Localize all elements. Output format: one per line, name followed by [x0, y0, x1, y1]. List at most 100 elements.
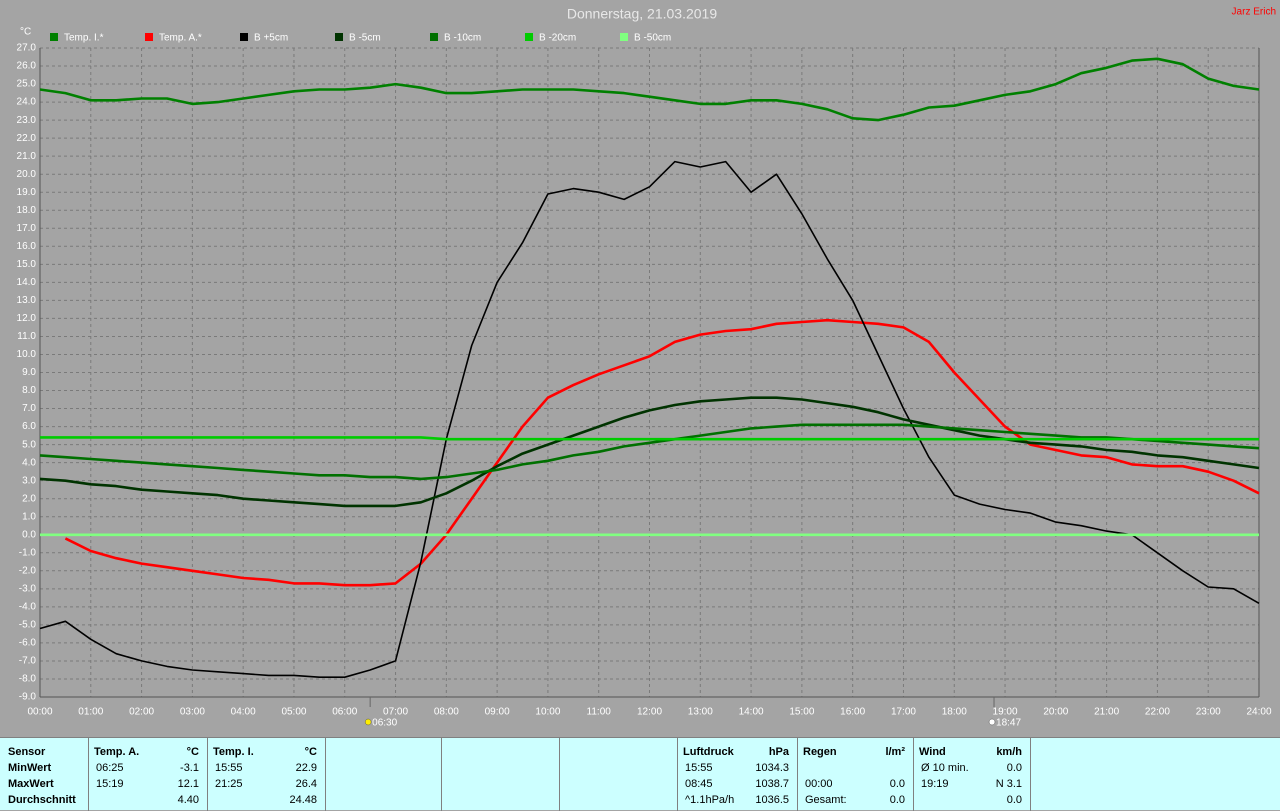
x-tick-label: 12:00: [637, 707, 662, 718]
group-unit: °C: [304, 746, 317, 758]
column-border: [0, 738, 798, 811]
column-border: [0, 738, 208, 811]
cell-value: 4.40: [177, 794, 199, 806]
x-tick-label: 22:00: [1145, 707, 1170, 718]
y-tick-label: -5.0: [19, 620, 37, 631]
column-border: [0, 738, 914, 811]
series-line: [40, 436, 1259, 441]
sun-icon: [364, 718, 372, 726]
x-tick-label: 00:00: [27, 707, 52, 718]
group-header: Regen: [803, 746, 837, 758]
y-tick-label: 21.0: [17, 151, 37, 162]
group-unit: l/m²: [885, 746, 905, 758]
x-tick-label: 08:00: [434, 707, 459, 718]
y-tick-label: -6.0: [19, 638, 37, 649]
y-tick-label: -3.0: [19, 583, 37, 594]
series-line: [64, 318, 1260, 587]
x-tick-label: 14:00: [739, 707, 764, 718]
legend-swatch: [240, 33, 248, 41]
y-tick-label: 8.0: [22, 385, 36, 396]
x-tick-label: 16:00: [840, 707, 865, 718]
cell-time: 19:19: [921, 778, 949, 790]
y-tick-label: 22.0: [17, 133, 37, 144]
cell-time: 15:19: [96, 778, 124, 790]
cell-value: 0.0: [889, 794, 905, 806]
column-border: [0, 738, 442, 811]
series-line: [39, 160, 1260, 678]
x-tick-label: 20:00: [1043, 707, 1068, 718]
y-tick-label: 14.0: [17, 277, 37, 288]
legend-swatch: [145, 33, 153, 41]
y-tick-label: 18.0: [17, 205, 37, 216]
series-line: [39, 423, 1260, 481]
x-tick-label: 05:00: [281, 707, 306, 718]
cell-value: 12.1: [177, 778, 199, 790]
cell-value: N 3.1: [995, 778, 1022, 790]
y-tick-label: 27.0: [17, 43, 37, 54]
cell-time: 00:00: [805, 778, 833, 790]
x-tick-label: 17:00: [891, 707, 916, 718]
legend-swatch: [620, 33, 628, 41]
legend-swatch: [50, 33, 58, 41]
y-tick-label: 2.0: [22, 493, 36, 504]
cell-time: 15:55: [215, 762, 243, 774]
column-border: [0, 738, 89, 811]
y-tick-label: 13.0: [17, 295, 37, 306]
x-tick-label: 02:00: [129, 707, 154, 718]
legend-label: Temp. I.*: [64, 33, 104, 44]
y-tick-label: 23.0: [17, 115, 37, 126]
author: Jarz Erich: [1232, 7, 1276, 18]
x-tick-label: 24:00: [1246, 707, 1271, 718]
y-tick-label: 10.0: [17, 349, 37, 360]
row-label: MaxWert: [8, 778, 54, 790]
group-unit: km/h: [996, 746, 1022, 758]
cell-time: 15:55: [685, 762, 713, 774]
chart-title: Donnerstag, 21.03.2019: [567, 6, 717, 22]
legend-label: B -50cm: [634, 33, 671, 44]
y-tick-label: -1.0: [19, 547, 37, 558]
y-tick-label: 25.0: [17, 79, 37, 90]
row-label: MinWert: [8, 762, 52, 774]
y-tick-label: 5.0: [22, 439, 36, 450]
y-tick-label: -7.0: [19, 656, 37, 667]
y-tick-label: 24.0: [17, 97, 37, 108]
legend-label: B -5cm: [349, 33, 381, 44]
series-line: [39, 57, 1260, 122]
x-tick-label: 19:00: [993, 707, 1018, 718]
cell-value: 1038.7: [755, 778, 789, 790]
series-line: [39, 396, 1260, 508]
y-tick-label: 9.0: [22, 367, 36, 378]
sun-icon: [988, 718, 996, 726]
legend-label: Temp. A.*: [159, 33, 202, 44]
x-tick-label: 15:00: [789, 707, 814, 718]
legend-swatch: [525, 33, 533, 41]
cell-time: 08:45: [685, 778, 713, 790]
cell-time: 21:25: [215, 778, 243, 790]
x-tick-label: 06:00: [332, 707, 357, 718]
legend-swatch: [335, 33, 343, 41]
y-tick-label: 20.0: [17, 169, 37, 180]
row-label: Durchschnitt: [8, 794, 76, 806]
x-tick-label: 07:00: [383, 707, 408, 718]
y-tick-label: 1.0: [22, 511, 36, 522]
x-tick-label: 03:00: [180, 707, 205, 718]
annotation-label: 06:30: [372, 718, 397, 729]
cell-value: 0.0: [1006, 794, 1022, 806]
y-tick-label: 4.0: [22, 457, 36, 468]
cell-value: 1036.5: [755, 794, 789, 806]
cell-time: ^1.1hPa/h: [685, 794, 735, 806]
annotation-label: 18:47: [996, 718, 1021, 729]
y-tick-label: 26.0: [17, 61, 37, 72]
y-axis-label: °C: [20, 27, 31, 38]
chart: Donnerstag, 21.03.2019 Jarz Erich °C 27.…: [17, 6, 1276, 729]
y-tick-label: 7.0: [22, 403, 36, 414]
x-tick-label: 10:00: [535, 707, 560, 718]
cell-value: 22.9: [295, 762, 317, 774]
y-tick-label: 19.0: [17, 187, 37, 198]
cell-time: Gesamt:: [805, 794, 847, 806]
cell-value: -3.1: [180, 762, 199, 774]
y-tick-label: -4.0: [19, 602, 37, 613]
cell-value: 24.48: [289, 794, 317, 806]
x-tick-label: 04:00: [231, 707, 256, 718]
